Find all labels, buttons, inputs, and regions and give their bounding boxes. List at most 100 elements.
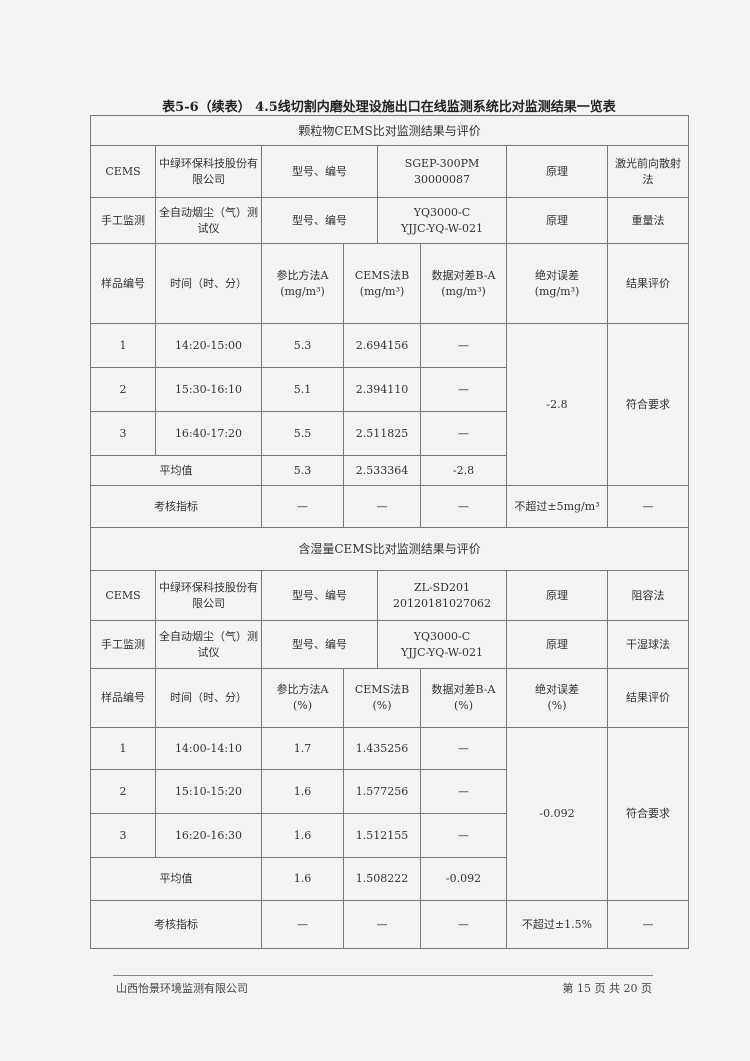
footer-company: 山西怡景环境监测有限公司	[116, 982, 248, 995]
cems-model-serial-line2: 20120181027062	[393, 596, 491, 610]
manual-label: 手工监测	[90, 620, 156, 669]
header-cems-b-line1: CEMS法B	[354, 683, 410, 696]
criteria-result: —	[606, 900, 690, 949]
header-abs-error: 绝对误差 (mg/m³)	[506, 243, 608, 324]
header-cems-b-line2: (%)	[372, 699, 392, 712]
table-row: 1 14:00-14:10 1.7 1.435256— -0.092 符合要求	[90, 727, 690, 901]
header-sample-no: 样品编号	[90, 668, 156, 728]
manual-model-label: 型号、编号	[261, 620, 378, 669]
sample-no: 2	[90, 367, 156, 412]
header-result: 结果评价	[606, 668, 690, 728]
header-diff-line2: (mg/m³)	[441, 284, 486, 298]
cems-model-label: 型号、编号	[261, 145, 378, 198]
value-diff: —	[420, 769, 507, 814]
cems-model-serial: SGEP-300PM 30000087	[377, 145, 507, 198]
value-diff: —	[420, 813, 507, 858]
cems-label: CEMS	[90, 145, 156, 198]
criteria-b: —	[343, 900, 421, 949]
average-a: 5.3	[261, 455, 344, 486]
criteria-label: 考核指标	[90, 900, 262, 949]
manual-model-label: 型号、编号	[261, 197, 378, 244]
sample-no: 1	[90, 323, 156, 368]
criteria-a: —	[261, 900, 344, 949]
header-method-a-line1: 参比方法A	[276, 268, 329, 282]
manual-model-serial: YQ3000-C YJJC-YQ-W-021	[377, 197, 507, 244]
criteria-a: —	[261, 485, 344, 528]
criteria-result: —	[606, 485, 690, 528]
cems-model-label: 型号、编号	[261, 570, 378, 621]
header-time: 时间（时、分）	[155, 243, 262, 324]
abs-error-value: -2.8	[506, 323, 608, 486]
header-method-a-line2: (mg/m³)	[280, 284, 325, 298]
sample-time: 14:20-15:00	[155, 323, 262, 368]
sample-time: 14:00-14:10	[155, 727, 262, 770]
result-value: 符合要求	[606, 727, 690, 901]
criteria-label: 考核指标	[90, 485, 262, 528]
manual-principle-label: 原理	[506, 620, 608, 669]
value-diff: —	[420, 411, 507, 456]
sample-no: 2	[90, 769, 156, 814]
cems-maker: 中绿环保科技股份有限公司	[155, 145, 262, 198]
header-abs-error: 绝对误差 (%)	[506, 668, 608, 728]
criteria-row: 考核指标 — — — 不超过±5mg/m³ —	[90, 485, 690, 528]
header-cems-b: CEMS法B (%)	[343, 668, 421, 728]
header-diff: 数据对差B-A (%)	[420, 668, 507, 728]
criteria-diff: —	[420, 900, 507, 949]
header-sample-no: 样品编号	[90, 243, 156, 324]
header-cems-b-line2: (mg/m³)	[359, 284, 405, 298]
header-method-a: 参比方法A (%)	[261, 668, 344, 728]
manual-principle: 干湿球法	[606, 620, 690, 669]
value-b: 2.694156	[343, 323, 421, 368]
sample-time: 16:40-17:20	[155, 411, 262, 456]
header-diff-line1: 数据对差B-A	[431, 683, 496, 696]
average-b: 2.533364	[343, 455, 421, 486]
cems-principle-label: 原理	[506, 145, 608, 198]
cems-label: CEMS	[90, 570, 156, 621]
manual-maker: 全自动烟尘（气）测试仪	[155, 620, 262, 669]
manual-label: 手工监测	[90, 197, 156, 244]
table-row: 1 14:20-15:00 5.3 2.694156— -2.8 符合要求	[90, 323, 690, 486]
criteria-diff: —	[420, 485, 507, 528]
footer-page-number: 第 15 页 共 20 页	[562, 982, 652, 995]
section-heading: 颗粒物CEMS比对监测结果与评价	[89, 115, 690, 146]
average-diff: -0.092	[420, 857, 507, 901]
average-row: 平均值 1.6 1.508222 -0.092	[90, 857, 689, 901]
value-diff: —	[420, 367, 507, 412]
header-cems-b-line1: CEMS法B	[354, 268, 410, 282]
table-title: 表5-6（续表） 4.5线切割内磨处理设施出口在线监测系统比对监测结果一览表	[162, 100, 616, 115]
sample-no: 3	[90, 411, 156, 456]
header-method-a-line1: 参比方法A	[276, 683, 329, 696]
sample-no: 1	[90, 727, 156, 770]
value-a: 1.6	[261, 813, 344, 858]
criteria-abs: 不超过±5mg/m³	[506, 485, 608, 528]
cems-model-serial: ZL-SD201 20120181027062	[377, 570, 507, 621]
manual-model-serial-line1: YQ3000-C	[413, 629, 471, 643]
comparison-table: 颗粒物CEMS比对监测结果与评价 CEMS 中绿环保科技股份有限公司 型号、编号 SGE…	[89, 115, 690, 949]
criteria-row: 考核指标 — — — 不超过±1.5% —	[90, 900, 690, 949]
cems-principle-label: 原理	[506, 570, 608, 621]
sample-time: 15:10-15:20	[155, 769, 262, 814]
value-b: 1.512155	[343, 813, 421, 858]
result-value: 符合要求	[606, 323, 690, 486]
table-row: 2 15:10-15:20 1.6 1.577256—	[90, 769, 689, 814]
criteria-abs: 不超过±1.5%	[506, 900, 608, 949]
value-b: 1.435256	[343, 727, 421, 770]
header-diff-line1: 数据对差B-A	[431, 268, 496, 282]
manual-model-serial: YQ3000-C YJJC-YQ-W-021	[377, 620, 507, 669]
header-time: 时间（时、分）	[155, 668, 262, 728]
header-abs-error-line2: (%)	[547, 699, 567, 712]
average-label: 平均值	[90, 857, 262, 901]
average-label: 平均值	[90, 455, 262, 486]
cems-maker: 中绿环保科技股份有限公司	[155, 570, 262, 621]
cems-model-serial-line1: ZL-SD201	[413, 580, 470, 594]
section-heading: 含湿量CEMS比对监测结果与评价	[89, 527, 690, 571]
average-a: 1.6	[261, 857, 344, 901]
average-b: 1.508222	[343, 857, 421, 901]
average-row: 平均值 5.3 2.533364 -2.8	[90, 455, 689, 486]
header-diff: 数据对差B-A (mg/m³)	[420, 243, 507, 324]
sample-no: 3	[90, 813, 156, 858]
header-abs-error-line1: 绝对误差	[535, 268, 579, 282]
value-b: 2.511825	[343, 411, 421, 456]
header-diff-line2: (%)	[453, 699, 474, 712]
header-method-a-line2: (%)	[292, 699, 313, 712]
